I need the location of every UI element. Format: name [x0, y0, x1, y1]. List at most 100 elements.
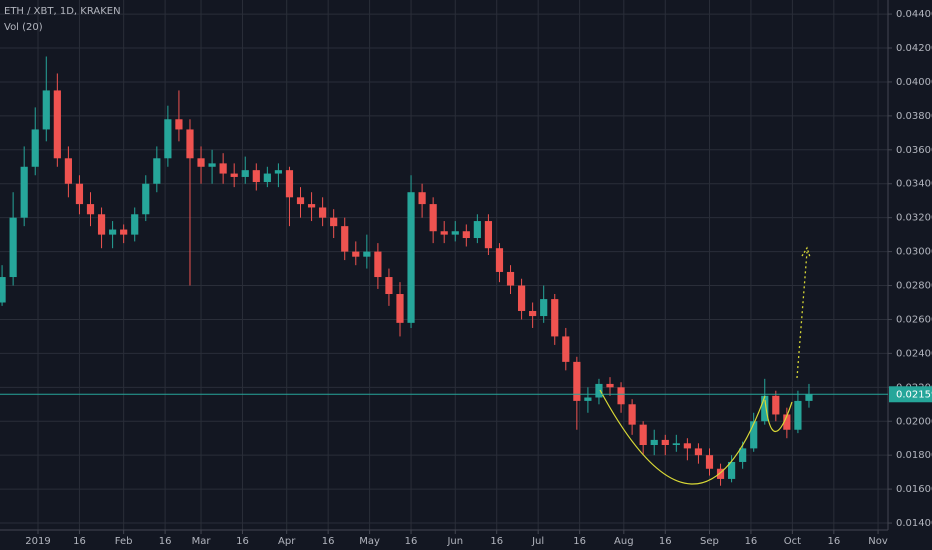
candle-body [418, 192, 426, 205]
handle-curve [764, 399, 793, 433]
candle-body [440, 231, 448, 235]
candle-body [728, 461, 736, 479]
candle-body [131, 214, 139, 235]
candle-body [285, 170, 294, 198]
x-tick-label: 16 [573, 536, 586, 547]
candle-body [473, 221, 481, 239]
candle-body [175, 119, 183, 130]
candle-body [540, 299, 548, 317]
x-tick-label: Mar [192, 536, 212, 547]
candle-body [153, 158, 161, 184]
axes: 0.014000.016000.018000.020000.022000.024… [0, 9, 932, 547]
x-tick-label: Oct [784, 536, 801, 547]
candle-body [694, 448, 703, 456]
x-tick-label: Jul [531, 536, 544, 547]
candle-body [628, 404, 636, 425]
candle-body [274, 170, 282, 174]
x-tick-label: Apr [278, 536, 296, 547]
candle-body [64, 158, 72, 184]
x-tick-label: 16 [322, 536, 335, 547]
candle-body [451, 231, 459, 235]
candle-body [750, 421, 758, 449]
candle-body [639, 424, 647, 446]
candle-body [396, 294, 404, 323]
candle-body [551, 299, 559, 337]
candle-body [705, 455, 714, 469]
candle-body [330, 217, 338, 227]
candle-body [142, 183, 150, 215]
candle-body [230, 173, 238, 177]
candle-body [352, 251, 360, 257]
candle-body [484, 221, 493, 249]
x-tick-label: 16 [827, 536, 840, 547]
candle-body [794, 400, 802, 430]
candle-body [606, 383, 614, 388]
candle-body [20, 166, 28, 218]
candle-body [495, 248, 504, 272]
candle-body [307, 204, 316, 208]
x-tick-label: May [359, 536, 380, 547]
x-tick-label: 16 [745, 536, 758, 547]
candle-body [31, 129, 39, 167]
last-price-tag [889, 386, 932, 403]
x-tick-label: Feb [115, 536, 133, 547]
candle-body [661, 439, 669, 446]
candle-body [739, 448, 747, 462]
x-tick-label: 16 [659, 536, 672, 547]
candle-body [595, 383, 603, 398]
candle-body [584, 397, 592, 401]
candles [0, 56, 813, 486]
y-tick-label: 0.04400 [896, 9, 932, 20]
x-tick-label: Nov [868, 536, 888, 547]
x-tick-label: 16 [159, 536, 172, 547]
candle-body [296, 197, 305, 205]
target-arrow [796, 251, 808, 379]
candle-body [109, 229, 117, 235]
x-tick-label: 16 [236, 536, 249, 547]
candle-body [517, 285, 526, 311]
candle-body [407, 192, 415, 323]
candle-body [761, 395, 769, 422]
candle-body [529, 310, 537, 317]
x-tick-label: 16 [73, 536, 86, 547]
cup-curve [599, 389, 766, 485]
candle-body [186, 129, 194, 159]
candle-body [9, 217, 17, 278]
candle-body [341, 226, 349, 252]
candle-body [429, 204, 437, 232]
drawings [599, 246, 811, 485]
last-price-label: 0.02159 [896, 389, 932, 400]
chart-title: ETH / XBT, 1D, KRAKEN [4, 6, 121, 17]
x-tick-label: 16 [405, 536, 418, 547]
candle-body [0, 277, 6, 303]
x-tick-label: 16 [490, 536, 503, 547]
candle-body [683, 443, 691, 449]
indicator-label: Vol (20) [4, 22, 43, 33]
candle-body [783, 414, 791, 430]
candle-body [208, 163, 216, 167]
candle-body [363, 251, 371, 257]
candle-body [120, 229, 128, 235]
x-tick-label: 2019 [25, 536, 50, 547]
candle-body [164, 119, 172, 159]
candle-body [562, 336, 570, 362]
grid [0, 0, 888, 530]
candle-body [252, 170, 260, 183]
candle-body [385, 277, 393, 295]
candle-body [650, 439, 658, 446]
